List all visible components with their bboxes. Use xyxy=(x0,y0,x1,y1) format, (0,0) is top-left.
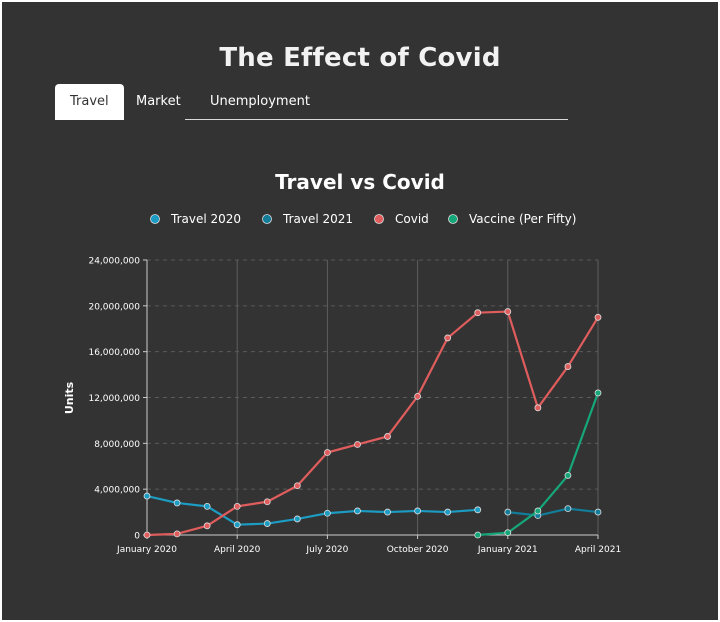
data-point-travel-2020 xyxy=(143,492,151,500)
data-point-covid xyxy=(384,433,391,440)
tab-travel[interactable]: Travel xyxy=(55,84,124,120)
data-point-covid xyxy=(504,308,512,315)
page-title: The Effect of Covid xyxy=(219,43,501,73)
x-tick-label: January 2021 xyxy=(477,545,538,555)
data-point-covid xyxy=(414,392,422,400)
data-point-travel-2021 xyxy=(564,505,572,513)
data-point-covid xyxy=(143,531,151,539)
tab-market[interactable]: Market xyxy=(136,94,181,109)
data-point-travel-2020 xyxy=(263,520,271,527)
series-line-travel-2020 xyxy=(146,494,478,526)
data-point-travel-2020 xyxy=(323,509,331,517)
chart-axes: 0 4,000,000 8,000,000 12,000,000 16,000,000 2… xyxy=(88,257,621,556)
legend-marker xyxy=(448,214,458,224)
data-point-covid xyxy=(354,441,361,448)
data-point-travel-2020 xyxy=(233,521,241,529)
data-point-covid xyxy=(594,313,602,321)
chart-grid xyxy=(147,259,599,535)
series-line-travel-2021 xyxy=(507,507,599,517)
x-tick-label: July 2020 xyxy=(305,545,348,555)
legend-marker xyxy=(262,214,272,224)
data-point-vaccine-per-fifty xyxy=(594,389,602,397)
data-point-vaccine-per-fifty xyxy=(504,529,512,537)
legend-item: Vaccine (Per Fifty) xyxy=(448,212,576,226)
data-point-travel-2020 xyxy=(354,507,361,515)
y-tick-label: 20,000,000 xyxy=(88,302,140,312)
data-point-vaccine-per-fifty xyxy=(564,472,572,479)
legend-label: Travel 2020 xyxy=(170,212,241,226)
legend-label: Travel 2021 xyxy=(282,212,353,226)
y-tick-label: 12,000,000 xyxy=(88,394,140,404)
data-point-travel-2020 xyxy=(384,508,391,516)
data-point-travel-2020 xyxy=(173,499,181,507)
tab-bar: Travel Market Unemployment xyxy=(55,84,568,120)
x-tick-label: October 2020 xyxy=(387,545,449,555)
x-tick-label: April 2020 xyxy=(214,545,261,555)
tab-bar-underline xyxy=(185,119,568,120)
y-tick-label: 16,000,000 xyxy=(88,348,140,358)
data-point-covid xyxy=(564,363,572,370)
y-tick-label: 0 xyxy=(134,532,140,542)
legend-item: Travel 2021 xyxy=(262,212,353,226)
y-tick-label: 8,000,000 xyxy=(94,440,140,450)
x-tick-label: April 2021 xyxy=(575,545,621,555)
data-point-travel-2021 xyxy=(504,508,512,516)
legend-marker xyxy=(150,214,160,224)
data-point-travel-2020 xyxy=(414,507,422,515)
data-point-covid xyxy=(534,404,542,412)
data-point-covid xyxy=(263,498,271,506)
legend-marker xyxy=(374,214,384,224)
data-point-travel-2020 xyxy=(293,515,301,523)
data-point-covid xyxy=(203,522,211,530)
data-point-covid xyxy=(323,449,331,456)
legend-item: Covid xyxy=(374,212,429,226)
y-tick-label: 4,000,000 xyxy=(94,486,140,496)
data-point-vaccine-per-fifty xyxy=(474,531,482,539)
data-point-covid xyxy=(474,309,482,317)
y-tick-label: 24,000,000 xyxy=(88,257,140,267)
data-point-travel-2020 xyxy=(203,502,211,510)
chart-legend: Travel 2020 Travel 2021 Covid Vaccine (Per … xyxy=(150,212,576,226)
tab-unemployment[interactable]: Unemployment xyxy=(210,94,310,109)
data-point-travel-2021 xyxy=(594,508,602,516)
data-point-covid xyxy=(444,334,452,342)
legend-label: Covid xyxy=(395,212,429,226)
data-point-travel-2020 xyxy=(474,506,482,514)
y-axis-label: Units xyxy=(63,381,76,414)
legend-label: Vaccine (Per Fifty) xyxy=(469,212,576,226)
chart-series xyxy=(143,308,602,539)
series-line-covid xyxy=(146,310,599,537)
data-point-covid xyxy=(233,502,241,510)
data-point-covid xyxy=(173,530,181,538)
legend-item: Travel 2020 xyxy=(150,212,241,226)
data-point-vaccine-per-fifty xyxy=(534,507,542,515)
chart-title: Travel vs Covid xyxy=(275,170,445,194)
data-point-travel-2020 xyxy=(444,508,452,516)
data-point-covid xyxy=(293,482,301,490)
x-tick-label: January 2020 xyxy=(116,545,177,555)
